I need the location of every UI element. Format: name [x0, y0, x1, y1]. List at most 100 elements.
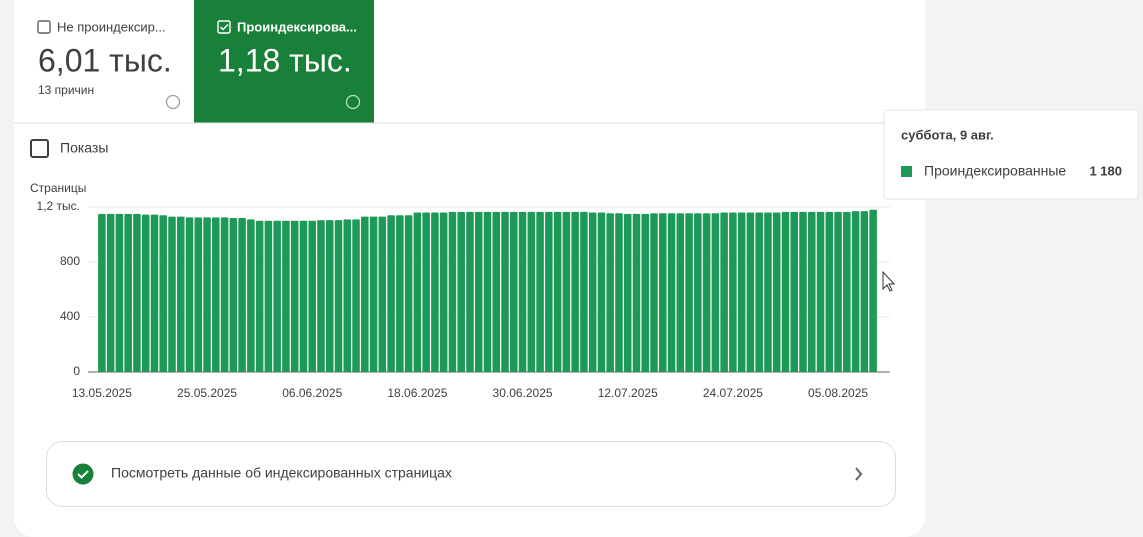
bar [659, 213, 667, 372]
view-indexed-link[interactable]: Посмотреть данные об индексированных стр… [46, 441, 896, 507]
bar [431, 212, 439, 372]
bar [185, 217, 194, 372]
bar [711, 213, 720, 372]
bar [308, 220, 316, 372]
bar [238, 218, 246, 372]
chevron [855, 467, 863, 481]
bar [816, 211, 825, 372]
bar [317, 220, 325, 372]
checkbox[interactable] [37, 20, 51, 34]
bar [737, 212, 746, 372]
link-box[interactable] [46, 441, 896, 507]
x-tick-label: 13.05.2025 [72, 386, 132, 400]
bar [325, 220, 334, 372]
y-tick-label: 1,2 тыс. [37, 199, 80, 213]
x-tick-label: 12.07.2025 [598, 386, 658, 400]
bar [247, 219, 255, 372]
bar [510, 211, 518, 372]
legend-swatch [901, 166, 912, 177]
card-note: 13 причин [38, 83, 94, 97]
bar [772, 212, 781, 372]
x-tick-label: 18.06.2025 [387, 386, 447, 400]
bar [851, 211, 860, 372]
tooltip-box [883, 109, 1139, 200]
bar [694, 213, 702, 372]
indexed-card[interactable]: Проиндексирова... 1,18 тыс. [194, 0, 374, 123]
bar [615, 213, 623, 372]
bar [159, 215, 167, 372]
check-icon [72, 463, 94, 485]
bar [536, 211, 544, 372]
help-icon[interactable] [345, 94, 361, 110]
card-label: Проиндексирова... [237, 19, 357, 34]
bar [746, 212, 755, 372]
tooltip-series: Проиндексированные [924, 163, 1066, 179]
link-text[interactable]: Посмотреть данные об индексированных стр… [111, 465, 452, 481]
bar [396, 215, 404, 372]
bar [729, 212, 737, 372]
bar [141, 214, 150, 372]
bar [220, 217, 229, 372]
bar [676, 213, 685, 372]
bar [588, 212, 597, 372]
bar [790, 211, 799, 372]
bar [667, 213, 676, 372]
bar [343, 219, 352, 372]
toggle-label[interactable]: Показы [60, 140, 108, 156]
bar [843, 211, 851, 372]
bar [720, 212, 728, 372]
bar [255, 220, 264, 372]
bar [518, 211, 527, 372]
bar [580, 211, 588, 372]
bar [571, 211, 579, 372]
bar [606, 213, 614, 372]
cursor [882, 270, 896, 292]
check-mark [219, 23, 229, 31]
x-tick-label: 24.07.2025 [703, 386, 763, 400]
card-value: 1,18 тыс. [218, 42, 352, 78]
bar [387, 215, 395, 372]
bar [623, 213, 632, 372]
check-mark [77, 470, 89, 479]
bar [422, 212, 430, 372]
bar [755, 212, 763, 372]
bar [282, 220, 290, 372]
tooltip-value: 1 180 [1089, 163, 1122, 178]
bar [133, 213, 141, 372]
help-icon[interactable] [165, 94, 181, 110]
bar [553, 211, 562, 372]
checkbox[interactable] [217, 20, 231, 34]
bar [781, 211, 790, 372]
bar [150, 214, 159, 372]
bar [860, 211, 869, 372]
bar [369, 216, 378, 372]
y-axis-label: Страницы [30, 181, 86, 195]
bar [834, 211, 842, 372]
checkbox[interactable] [30, 139, 49, 158]
bar [404, 215, 413, 372]
bar [808, 211, 816, 372]
bar [264, 220, 273, 372]
bar [361, 216, 369, 372]
bar [194, 217, 203, 372]
bar [562, 211, 571, 372]
chart: 0 400 800 1,2 тыс. 13.05.2025 25.05.2025 06.06… [37, 199, 890, 400]
bar [545, 211, 553, 372]
x-tick-label: 06.06.2025 [282, 386, 342, 400]
tooltip: суббота, 9 авг. Проиндексированные 1 180 [883, 109, 1139, 200]
bar [492, 211, 501, 372]
x-tick-label: 30.06.2025 [493, 386, 553, 400]
y-tick-label: 800 [60, 254, 80, 268]
bar [641, 213, 650, 372]
card-value: 6,01 тыс. [38, 42, 172, 78]
bar [273, 220, 281, 372]
y-tick-label: 0 [73, 364, 80, 378]
not-indexed-card[interactable]: Не проиндексир... 6,01 тыс. 13 причин [37, 19, 181, 110]
bar [290, 220, 299, 372]
bar [483, 211, 492, 372]
bar [702, 213, 711, 372]
bar [98, 213, 106, 372]
x-tick-label: 05.08.2025 [808, 386, 868, 400]
